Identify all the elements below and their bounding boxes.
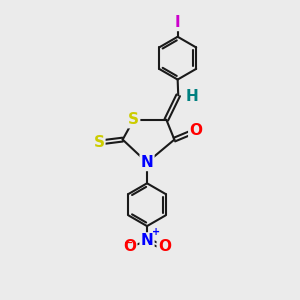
Text: N: N (141, 155, 153, 170)
Text: H: H (185, 89, 198, 104)
Text: −: − (124, 237, 133, 248)
Text: O: O (189, 123, 202, 138)
Text: S: S (93, 135, 104, 150)
Text: O: O (123, 239, 136, 254)
Text: +: + (152, 227, 160, 237)
Text: O: O (158, 239, 171, 254)
Text: N: N (141, 233, 153, 248)
Text: S: S (128, 112, 139, 127)
Text: I: I (175, 15, 181, 30)
